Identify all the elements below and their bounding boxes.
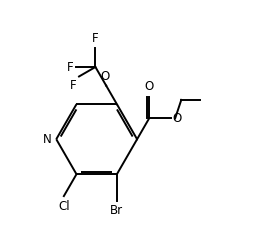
Text: Br: Br (110, 204, 123, 217)
Text: F: F (67, 60, 73, 74)
Text: O: O (145, 80, 154, 93)
Text: Cl: Cl (58, 200, 70, 213)
Text: F: F (92, 32, 99, 45)
Text: F: F (70, 79, 76, 92)
Text: O: O (100, 70, 109, 83)
Text: O: O (173, 112, 182, 125)
Text: N: N (43, 133, 52, 146)
